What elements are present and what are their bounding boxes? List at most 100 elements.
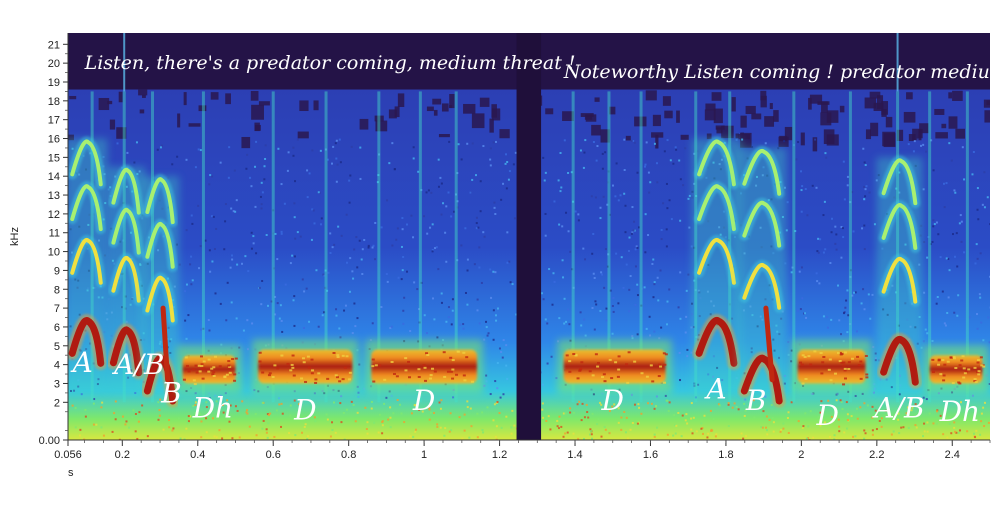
noise-speck-low <box>345 408 348 411</box>
noise-speck <box>185 337 188 340</box>
noise-speck-low <box>846 419 849 422</box>
noise-speck <box>670 218 673 221</box>
noise-speck <box>377 174 380 177</box>
noise-speck-low <box>439 407 442 410</box>
noise-dark-speck <box>869 91 881 99</box>
band-texture <box>314 378 318 381</box>
band-texture <box>261 371 265 374</box>
noise-speck-low <box>949 415 952 418</box>
noise-speck-low <box>177 417 180 420</box>
band-texture <box>850 357 854 360</box>
noise-speck <box>261 279 264 282</box>
noise-speck <box>509 281 512 284</box>
noise-speck <box>327 271 330 274</box>
noise-dark-speck <box>116 127 127 139</box>
noise-speck-low <box>560 425 563 428</box>
noise-speck <box>960 220 963 223</box>
noise-speck-low <box>807 436 810 439</box>
noise-speck-low <box>298 403 301 406</box>
noise-speck <box>409 330 412 333</box>
noise-speck-low <box>684 419 687 422</box>
band-texture <box>865 373 869 376</box>
noise-speck-low <box>562 435 565 438</box>
noise-speck-low <box>948 422 951 425</box>
noise-speck-low <box>255 434 258 437</box>
noise-speck <box>658 337 661 340</box>
noise-speck <box>751 146 754 149</box>
noise-speck-low <box>980 412 983 415</box>
noise-speck <box>236 263 239 266</box>
band-texture <box>407 360 411 363</box>
noise-speck <box>925 398 928 401</box>
noise-speck <box>567 171 570 174</box>
noise-speck-low <box>596 423 599 426</box>
noise-speck-low <box>436 425 439 428</box>
band-texture <box>943 363 947 366</box>
noise-speck <box>622 286 625 289</box>
band-texture <box>594 353 598 356</box>
noise-speck <box>574 210 577 213</box>
noise-speck <box>322 273 325 276</box>
noise-speck <box>600 271 603 274</box>
noise-speck-low <box>668 401 671 404</box>
band-texture <box>954 367 958 370</box>
noise-speck <box>348 179 351 182</box>
noise-speck <box>988 275 990 278</box>
band-texture <box>417 368 421 371</box>
noise-dark-speck <box>808 97 812 110</box>
band-texture <box>258 351 262 354</box>
noise-speck <box>280 183 283 186</box>
noise-speck <box>482 231 485 234</box>
noise-speck-low <box>326 418 329 421</box>
noise-speck <box>357 391 360 394</box>
noise-speck <box>190 255 193 258</box>
call-harmonic-a <box>697 139 736 187</box>
noise-speck-low <box>852 435 855 438</box>
noise-dark-speck <box>254 122 260 132</box>
noise-speck <box>416 288 419 291</box>
noise-speck <box>489 268 492 271</box>
noise-speck-low <box>902 426 905 429</box>
band-texture <box>843 367 847 370</box>
noise-speck-low <box>192 405 195 408</box>
noise-speck-low <box>733 402 736 405</box>
noise-speck-low <box>194 401 197 404</box>
noise-speck <box>643 286 646 289</box>
noise-speck <box>293 295 296 298</box>
noise-speck <box>274 295 277 298</box>
noise-speck <box>386 280 389 283</box>
noise-speck <box>657 299 660 302</box>
noise-speck <box>656 181 659 184</box>
noise-speck <box>912 150 915 153</box>
band-texture <box>408 376 412 379</box>
noise-speck <box>644 251 647 254</box>
noise-speck <box>232 210 235 213</box>
noise-dark-speck <box>241 136 251 149</box>
noise-speck <box>785 229 788 232</box>
noise-speck-low <box>819 411 822 414</box>
noise-speck <box>953 311 956 314</box>
noise-speck-low <box>542 416 545 419</box>
noise-speck <box>625 263 628 266</box>
noise-speck <box>263 178 266 181</box>
noise-speck-low <box>329 435 332 438</box>
band-texture <box>451 359 455 362</box>
noise-speck <box>420 281 423 284</box>
noise-dark-speck <box>471 113 485 129</box>
noise-speck <box>686 355 689 358</box>
noise-dark-speck <box>821 101 828 113</box>
noise-speck <box>842 160 845 163</box>
noise-speck <box>632 229 635 232</box>
band-texture <box>426 354 430 357</box>
band-texture <box>306 355 310 358</box>
noise-speck-low <box>905 412 908 415</box>
noise-speck <box>684 147 687 150</box>
noise-speck-low <box>366 432 369 435</box>
noise-speck <box>208 329 211 332</box>
noise-speck-low <box>267 422 270 425</box>
noise-speck-low <box>672 434 675 437</box>
noise-speck <box>506 161 509 164</box>
noise-speck-low <box>245 411 248 414</box>
band-texture <box>937 359 941 362</box>
band-texture <box>838 351 842 354</box>
